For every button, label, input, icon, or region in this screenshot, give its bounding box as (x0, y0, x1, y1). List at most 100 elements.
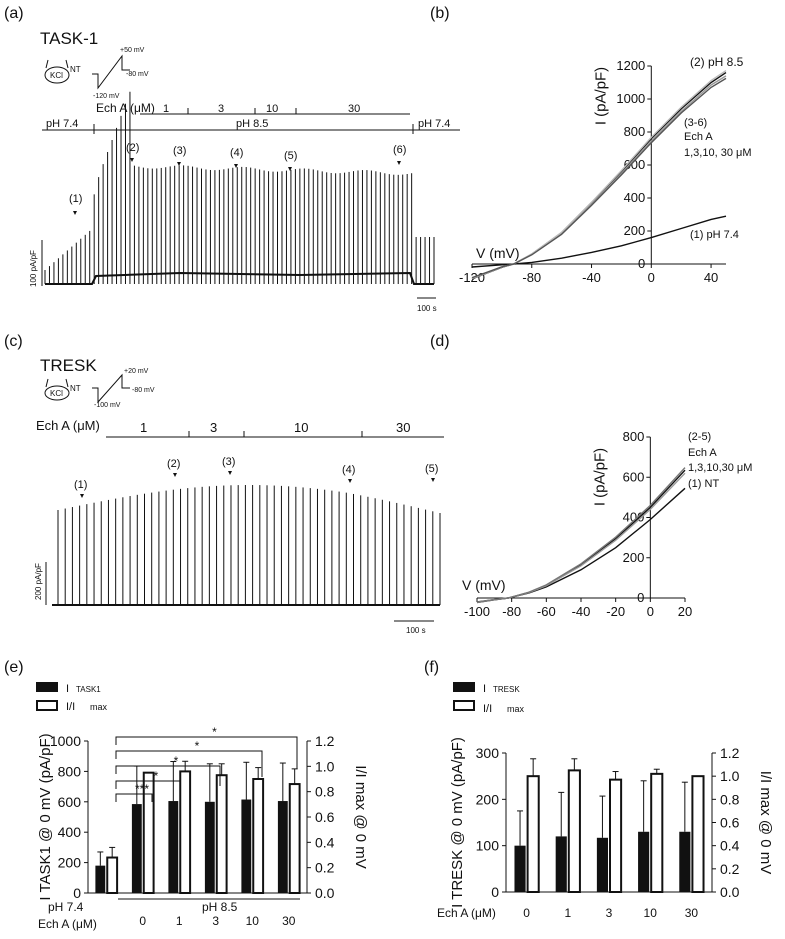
y-tick-label: 1200 (616, 58, 645, 73)
ph-label: pH 7.4 (46, 118, 78, 130)
panel-c-letter: (c) (4, 333, 23, 350)
panel-a-letter: (a) (4, 5, 24, 22)
protocol-electrode: KCl (50, 389, 63, 398)
bar-filled (638, 831, 650, 892)
annotation: Ech A (684, 131, 713, 143)
x-axis-label: V (mV) (462, 577, 506, 593)
significance-stars: *** (135, 782, 149, 796)
y2-axis-label: I/I max @ 0 mV (757, 771, 774, 875)
category-label: 1 (564, 906, 571, 920)
annotation: Ech A (688, 447, 717, 459)
y2-tick-label: 0.6 (315, 809, 335, 825)
current-trace-c (52, 485, 441, 606)
y-axis-label: I (pA/pF) (591, 448, 608, 506)
y2-tick-label: 0.2 (315, 860, 335, 876)
significance-bracket (115, 750, 263, 777)
conc-label: 10 (294, 420, 308, 435)
annotation: (1) NT (688, 478, 719, 490)
x-tick-label: -40 (582, 270, 601, 285)
category-label: 10 (246, 914, 260, 928)
y-tick-label: 300 (476, 745, 500, 761)
panel-e-letter: (e) (4, 659, 24, 676)
y-tick-label: 0 (73, 885, 81, 901)
bar-open (691, 775, 705, 894)
bar-open (179, 770, 192, 895)
panel-a-channel-title: TASK-1 (40, 29, 98, 48)
scale-bar-y-label: 200 pA/pF (34, 563, 43, 600)
y-tick-label: 400 (624, 190, 646, 205)
x-tick-label: 0 (647, 604, 654, 619)
trace-marker: (1) (69, 193, 82, 205)
annotation: (2) pH 8.5 (690, 55, 744, 69)
y2-axis-label: I/I max @ 0 mV (352, 765, 369, 869)
annotation: 1,3,10,30 μM (688, 462, 752, 474)
marker-arrow-icon (73, 211, 77, 215)
legend-label-sub: max (90, 702, 108, 712)
legend-label-sub: TRESK (493, 685, 520, 694)
series-line (476, 469, 686, 604)
bar-open (106, 856, 119, 894)
bar-open (609, 778, 623, 893)
panel-f-letter: (f) (424, 659, 439, 676)
y-tick-label: 600 (623, 469, 645, 484)
legend-swatch-open (36, 700, 58, 711)
scale-bar-x-label: 100 s (417, 304, 437, 313)
marker-arrow-icon (130, 158, 134, 162)
scale-bar-y-label: 100 pA/pF (29, 250, 38, 287)
annotation: (1) pH 7.4 (690, 229, 739, 241)
x-tick-label: 0 (648, 270, 655, 285)
y2-tick-label: 1.0 (720, 768, 740, 784)
bar-open (526, 775, 540, 894)
bar-filled (204, 801, 215, 893)
y-tick-label: 100 (476, 838, 500, 854)
conc-label: 30 (396, 420, 410, 435)
conc-label: 1 (163, 103, 169, 115)
ph-label: pH 7.4 (48, 900, 84, 914)
conc-label: 3 (210, 420, 217, 435)
marker-arrow-icon (234, 164, 238, 168)
series-line (476, 467, 686, 604)
x-tick-label: 40 (704, 270, 718, 285)
x-tick-label: -60 (537, 604, 556, 619)
y2-tick-label: 0.8 (315, 784, 335, 800)
bar-chart-task1: 0 200 400 600 800 1000 0.0 0.2 0.4 0.6 0.8 1.0 1.2 0 1… (37, 725, 369, 931)
trace-marker: (5) (284, 150, 297, 162)
x-axis-label: Ech A (μM) (38, 917, 97, 931)
trace-marker: (1) (74, 479, 87, 491)
trace-marker: (4) (230, 147, 243, 159)
conc-label: 1 (140, 420, 147, 435)
marker-arrow-icon (348, 479, 352, 483)
y-tick-label: 0 (638, 256, 645, 271)
protocol-v-start: -100 mV (94, 402, 121, 409)
electrode-icon (45, 59, 69, 69)
x-tick-label: -80 (522, 270, 541, 285)
bar-filled (555, 836, 567, 892)
y-tick-label: 1000 (616, 91, 645, 106)
category-label: 30 (282, 914, 296, 928)
y-tick-label: 200 (476, 791, 500, 807)
bar-filled (95, 865, 106, 893)
ramp-protocol-icon (92, 373, 130, 404)
y2-tick-label: 0.4 (720, 838, 740, 854)
x-axis-label: Ech A (μM) (437, 906, 496, 920)
y-tick-label: 800 (624, 124, 646, 139)
marker-arrow-icon (80, 494, 84, 498)
y-axis-label: I TRESK @ 0 mV (pA/pF) (449, 737, 466, 908)
y-tick-label: 800 (58, 763, 82, 779)
bar-filled (277, 801, 288, 893)
y-axis-label: I (pA/pF) (592, 67, 609, 125)
trace-markers-a: (1) (2) (3) (4) (5) (6) (69, 142, 406, 215)
current-trace-a (44, 91, 435, 285)
bar-filled (241, 799, 252, 893)
ph-label: pH 7.4 (418, 118, 450, 130)
legend-swatch-open (453, 700, 475, 711)
ph-label: pH 8.5 (202, 900, 238, 914)
y-tick-label: 200 (623, 550, 645, 565)
bar-open (252, 778, 265, 894)
y2-tick-label: 0.0 (315, 885, 335, 901)
conc-label: 3 (218, 103, 224, 115)
y2-tick-label: 1.2 (720, 745, 740, 761)
panel-c-drug-label: Ech A (μM) (36, 418, 100, 433)
significance-stars: * (154, 769, 159, 783)
significance-bracket (115, 793, 153, 802)
